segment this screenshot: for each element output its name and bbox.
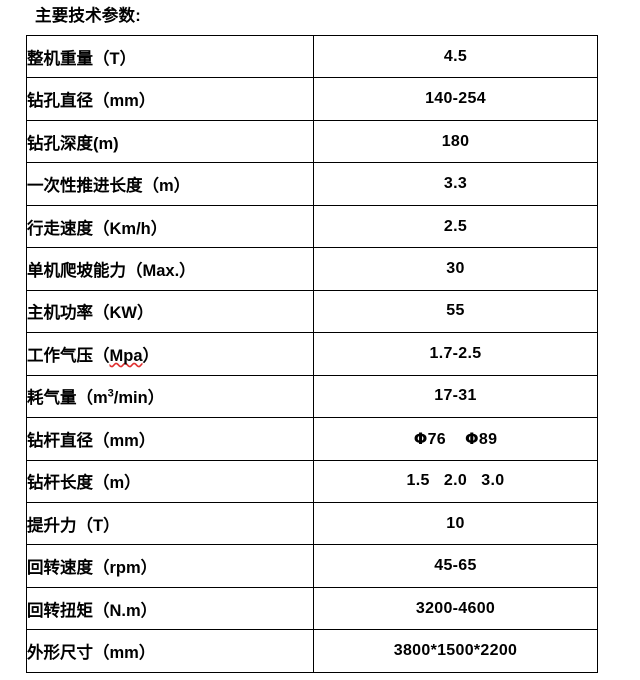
table-row: 整机重量（T） 4.5 xyxy=(26,34,598,79)
spec-label-cell: 钻孔直径（mm） xyxy=(26,77,314,121)
spec-label-cell: 回转扭矩（N.m） xyxy=(26,586,314,631)
spec-value-cell: 10 xyxy=(313,501,598,546)
table-row: 回转速度（rpm） 45-65 xyxy=(26,544,598,588)
spec-label-cell: 单机爬坡能力（Max.） xyxy=(26,247,314,291)
table-row: 一次性推进长度（m） 3.3 xyxy=(26,162,598,206)
table-row: 耗气量（m3/min） 17-31 xyxy=(26,374,598,419)
spec-label-cell: 一次性推进长度（m） xyxy=(26,162,314,206)
spec-label-cell: 行走速度（Km/h） xyxy=(26,204,314,249)
table-row: 钻孔直径（mm） 140-254 xyxy=(26,77,598,121)
table-row: 外形尺寸（mm） 3800*1500*2200 xyxy=(26,629,598,673)
table-row: 工作气压（Mpa） 1.7-2.5 xyxy=(26,332,598,376)
spec-value-cell: 55 xyxy=(313,289,598,334)
spec-value-cell: 1.7-2.5 xyxy=(313,332,598,376)
table-row: 回转扭矩（N.m） 3200-4600 xyxy=(26,586,598,631)
superscript-three: 3 xyxy=(107,387,114,400)
spec-value-cell: 180 xyxy=(313,119,598,164)
table-row: 钻杆直径（mm） Φ76 Φ89 xyxy=(26,417,598,461)
phi-symbol: Φ xyxy=(464,428,479,448)
spec-label-cell: 工作气压（Mpa） xyxy=(26,332,314,376)
spellcheck-underline: Mpa xyxy=(109,346,143,365)
spec-label-cell: 提升力（T） xyxy=(26,501,314,546)
page-title: 主要技术参数: xyxy=(35,7,141,25)
spec-label-cell: 整机重量（T） xyxy=(26,34,314,79)
spec-label-cell: 耗气量（m3/min） xyxy=(26,374,314,419)
spec-label-cell: 回转速度（rpm） xyxy=(26,544,314,588)
phi-symbol: Φ xyxy=(413,428,428,448)
spec-value-cell: 45-65 xyxy=(313,544,598,588)
spec-value-cell: 30 xyxy=(313,247,598,291)
table-body: 整机重量（T） 4.5 钻孔直径（mm） 140-254 钻孔深度(m) 180 一次性推进… xyxy=(26,34,598,673)
table-row: 提升力（T） 10 xyxy=(26,501,598,546)
spec-label-cell: 钻杆长度（m） xyxy=(26,459,314,503)
spec-value-cell: 2.5 xyxy=(313,204,598,249)
spec-value-cell: 1.5 2.0 3.0 xyxy=(313,459,598,503)
spec-label-cell: 钻孔深度(m) xyxy=(26,119,314,164)
spec-label-cell: 主机功率（KW） xyxy=(26,289,314,334)
spec-value-cell: 3800*1500*2200 xyxy=(313,629,598,673)
table-row: 单机爬坡能力（Max.） 30 xyxy=(26,247,598,291)
spec-value-cell: 17-31 xyxy=(313,374,598,419)
spec-label-cell: 外形尺寸（mm） xyxy=(26,629,314,673)
spec-value-cell: 3200-4600 xyxy=(313,586,598,631)
table-row: 钻杆长度（m） 1.5 2.0 3.0 xyxy=(26,459,598,503)
spec-value-cell: Φ76 Φ89 xyxy=(313,417,598,461)
spec-label-cell: 钻杆直径（mm） xyxy=(26,417,314,461)
spec-value-cell: 140-254 xyxy=(313,77,598,121)
table-row: 主机功率（KW） 55 xyxy=(26,289,598,334)
spec-value-cell: 4.5 xyxy=(313,34,598,79)
spec-value-cell: 3.3 xyxy=(313,162,598,206)
table-row: 钻孔深度(m) 180 xyxy=(26,119,598,164)
technical-specifications-table: 整机重量（T） 4.5 钻孔直径（mm） 140-254 钻孔深度(m) 180 一次性推进… xyxy=(26,34,598,673)
table-row: 行走速度（Km/h） 2.5 xyxy=(26,204,598,249)
